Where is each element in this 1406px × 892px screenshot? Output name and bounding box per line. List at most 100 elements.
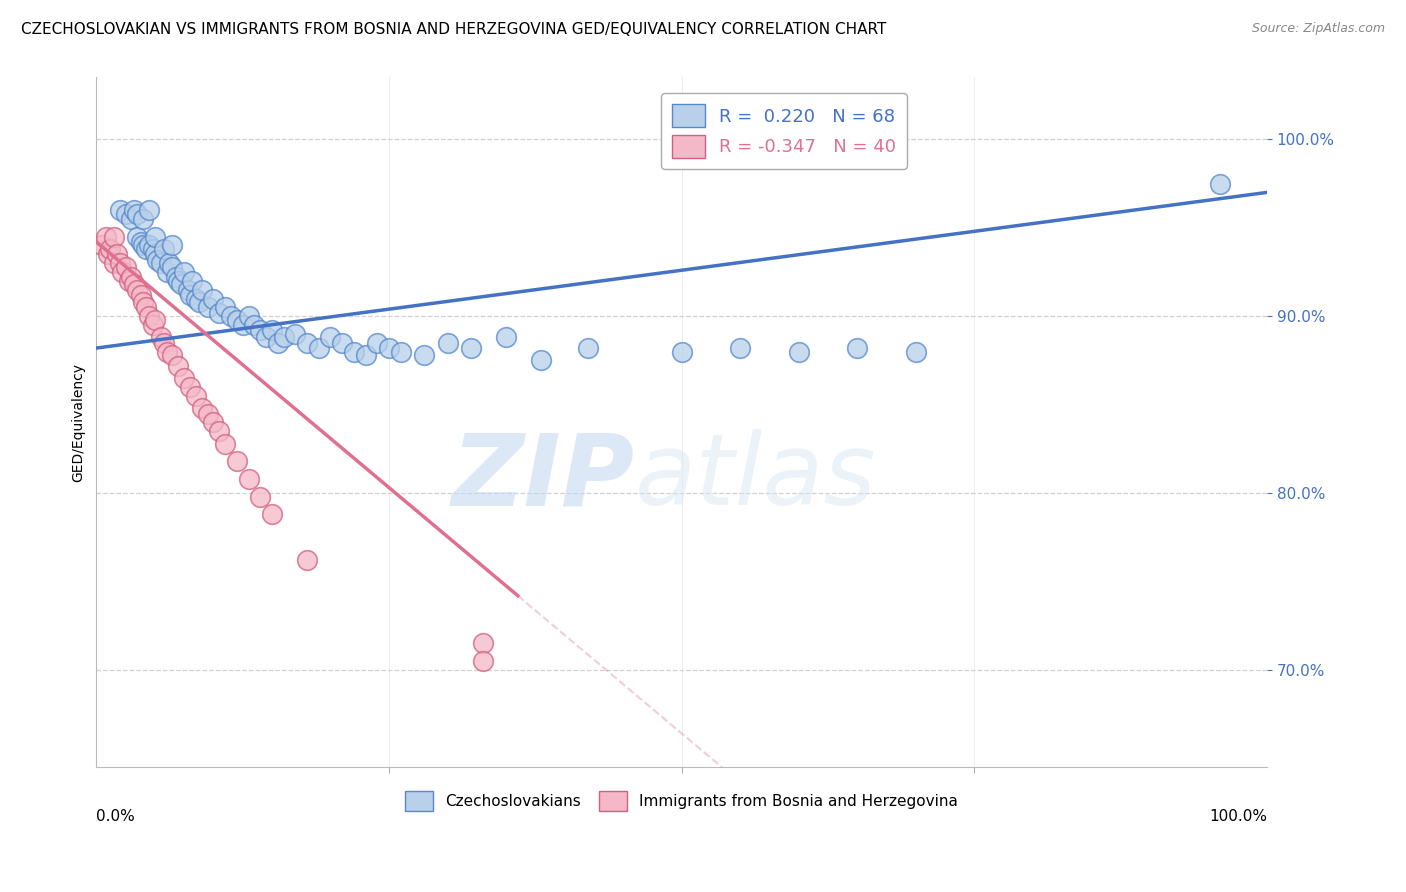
Point — [127, 207, 149, 221]
Point — [127, 229, 149, 244]
Point — [94, 229, 117, 244]
Point — [202, 415, 225, 429]
Point — [267, 335, 290, 350]
Point — [134, 301, 156, 315]
Point — [143, 312, 166, 326]
Point — [197, 407, 219, 421]
Point — [111, 265, 134, 279]
Point — [295, 553, 318, 567]
Point — [225, 454, 247, 468]
Point — [184, 389, 207, 403]
Point — [149, 256, 172, 270]
Point — [1209, 177, 1232, 191]
Point — [214, 436, 236, 450]
Point — [114, 207, 136, 221]
Point — [122, 277, 145, 292]
Point — [157, 256, 180, 270]
Point — [91, 238, 114, 252]
Point — [728, 341, 751, 355]
Point — [190, 283, 212, 297]
Point — [202, 292, 225, 306]
Point — [238, 310, 260, 324]
Point — [129, 235, 152, 249]
Point — [260, 323, 283, 337]
Point — [413, 348, 436, 362]
Point — [167, 274, 190, 288]
Point — [208, 424, 231, 438]
Point — [165, 270, 187, 285]
Y-axis label: GED/Equivalency: GED/Equivalency — [72, 363, 86, 482]
Text: Source: ZipAtlas.com: Source: ZipAtlas.com — [1251, 22, 1385, 36]
Point — [436, 335, 458, 350]
Point — [146, 252, 169, 267]
Text: 100.0%: 100.0% — [1209, 809, 1267, 823]
Point — [184, 292, 207, 306]
Point — [167, 359, 190, 373]
Point — [225, 312, 247, 326]
Point — [671, 344, 693, 359]
Point — [132, 238, 155, 252]
Legend: Czechoslovakians, Immigrants from Bosnia and Herzegovina: Czechoslovakians, Immigrants from Bosnia… — [398, 783, 966, 818]
Point — [118, 274, 141, 288]
Point — [122, 203, 145, 218]
Point — [330, 335, 353, 350]
Point — [249, 323, 271, 337]
Point — [295, 335, 318, 350]
Point — [787, 344, 810, 359]
Point — [238, 472, 260, 486]
Point — [129, 288, 152, 302]
Point — [97, 247, 120, 261]
Point — [132, 295, 155, 310]
Point — [173, 371, 195, 385]
Point — [143, 229, 166, 244]
Point — [471, 654, 494, 668]
Point — [121, 211, 143, 226]
Point — [273, 330, 295, 344]
Point — [354, 348, 377, 362]
Point — [176, 283, 198, 297]
Point — [138, 310, 160, 324]
Point — [143, 247, 166, 261]
Point — [254, 330, 277, 344]
Point — [188, 295, 211, 310]
Point — [162, 260, 184, 274]
Point — [846, 341, 869, 355]
Point — [530, 353, 553, 368]
Point — [141, 242, 163, 256]
Point — [190, 401, 212, 416]
Point — [214, 301, 236, 315]
Point — [343, 344, 366, 359]
Point — [284, 326, 307, 341]
Point — [243, 318, 266, 332]
Point — [134, 242, 156, 256]
Point — [308, 341, 330, 355]
Point — [389, 344, 412, 359]
Point — [378, 341, 401, 355]
Point — [155, 344, 177, 359]
Point — [162, 348, 184, 362]
Point — [138, 203, 160, 218]
Point — [132, 211, 155, 226]
Point — [114, 260, 136, 274]
Point — [366, 335, 388, 350]
Point — [108, 203, 131, 218]
Point — [471, 636, 494, 650]
Point — [149, 330, 172, 344]
Point — [495, 330, 517, 344]
Point — [155, 265, 177, 279]
Text: 0.0%: 0.0% — [97, 809, 135, 823]
Point — [103, 256, 125, 270]
Point — [153, 335, 176, 350]
Point — [169, 277, 191, 292]
Point — [100, 242, 122, 256]
Point — [260, 508, 283, 522]
Point — [576, 341, 599, 355]
Point — [219, 310, 242, 324]
Point — [179, 380, 201, 394]
Point — [173, 265, 195, 279]
Point — [319, 330, 342, 344]
Point — [138, 238, 160, 252]
Point — [103, 229, 125, 244]
Point — [460, 341, 482, 355]
Point — [127, 283, 149, 297]
